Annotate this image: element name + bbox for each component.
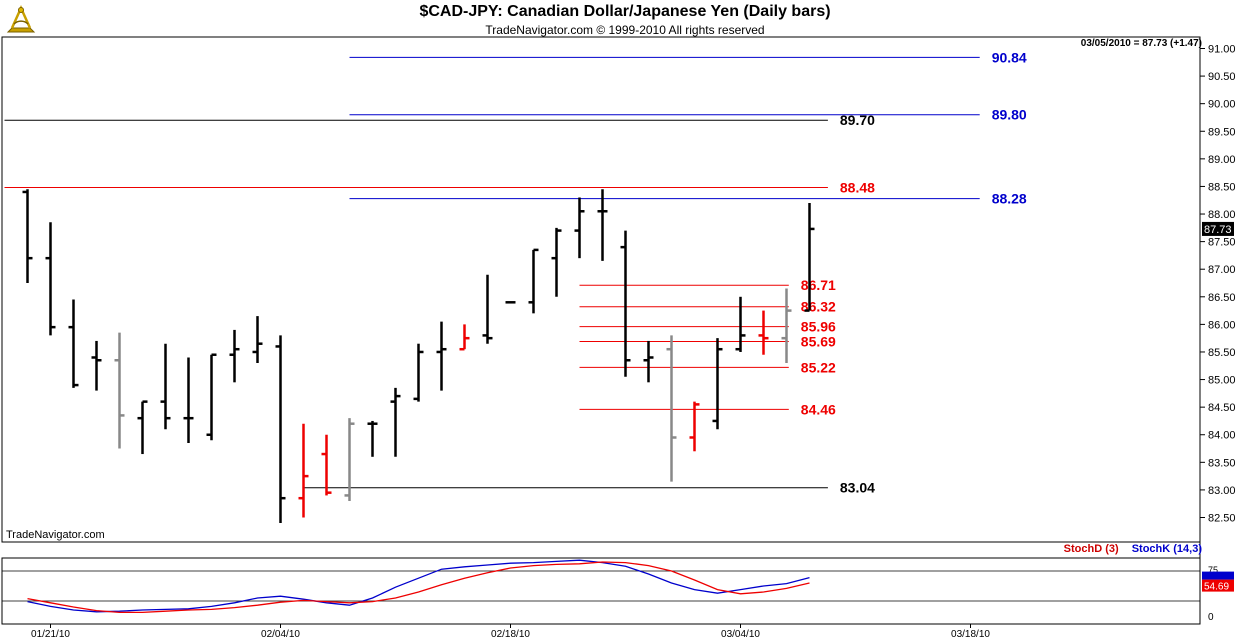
last-price-tag bbox=[1202, 221, 1234, 236]
level-label: 85.96 bbox=[801, 319, 836, 335]
y-tick-label: 87.50 bbox=[1208, 237, 1236, 249]
y-tick-label: 88.50 bbox=[1208, 181, 1236, 193]
x-tick-label: 03/18/10 bbox=[951, 629, 990, 640]
ohlc-bar bbox=[804, 202, 815, 312]
ohlc-bar bbox=[68, 299, 79, 388]
ohlc-bar bbox=[735, 296, 746, 352]
osc-zero-label: 0 bbox=[1208, 612, 1214, 623]
ohlc-bar bbox=[137, 400, 148, 455]
ohlc-bar bbox=[321, 434, 332, 496]
ohlc-bar bbox=[620, 230, 631, 377]
date-axis: 01/21/10 02/04/10 02/18/10 03/04/10 03/18/10 bbox=[2, 623, 1200, 640]
ohlc-bar bbox=[160, 343, 171, 430]
level-label: 88.28 bbox=[992, 191, 1027, 207]
ohlc-bar bbox=[758, 310, 769, 355]
last-quote: 03/05/2010 = 87.73 (+1.47) bbox=[1080, 38, 1202, 49]
ohlc-bar bbox=[91, 340, 102, 391]
ohlc-bar bbox=[666, 335, 677, 482]
y-tick-label: 82.50 bbox=[1208, 513, 1236, 525]
ohlc-bar bbox=[482, 274, 493, 344]
ohlc-bar bbox=[528, 248, 539, 314]
level-label: 86.71 bbox=[801, 277, 836, 293]
ohlc-bar bbox=[712, 338, 723, 430]
ohlc-bar bbox=[22, 189, 33, 283]
stochd-tag bbox=[1202, 579, 1234, 592]
ohlc-bar bbox=[597, 189, 608, 261]
ohlc-bar bbox=[206, 353, 217, 441]
stochd-line bbox=[27, 561, 810, 614]
ohlc-bar bbox=[229, 329, 240, 383]
ohlc-bar bbox=[781, 288, 792, 364]
y-tick-label: 88.00 bbox=[1208, 209, 1236, 221]
y-tick-label: 84.00 bbox=[1208, 430, 1236, 442]
last-price-label: 87.73 bbox=[1204, 224, 1232, 236]
y-tick-label: 87.00 bbox=[1208, 264, 1236, 276]
ohlc-bar bbox=[367, 420, 378, 457]
level-label: 90.84 bbox=[992, 49, 1027, 65]
ohlc-bar bbox=[252, 316, 263, 364]
x-tick-label: 01/21/10 bbox=[31, 629, 70, 640]
y-tick-label: 83.00 bbox=[1208, 485, 1236, 497]
stochastic-panel: 0 75 54.69 bbox=[2, 559, 1234, 623]
y-tick-label: 89.50 bbox=[1208, 126, 1236, 138]
oscillator-legend: StochD (3) StochK (14,3) bbox=[1064, 543, 1202, 555]
level-label: 88.48 bbox=[840, 180, 875, 196]
chart-subtitle: TradeNavigator.com © 1999-2010 All right… bbox=[485, 23, 765, 37]
level-label: 84.46 bbox=[801, 401, 836, 417]
ohlc-bar bbox=[390, 387, 401, 457]
price-axis: 82.50 83.00 83.50 84.00 84.50 85.00 85.50 86.00… bbox=[1200, 44, 1236, 525]
y-tick-label: 85.00 bbox=[1208, 375, 1236, 387]
y-tick-label: 83.50 bbox=[1208, 457, 1236, 469]
stoch-last-label: 54.69 bbox=[1204, 582, 1229, 593]
level-label: 85.69 bbox=[801, 333, 836, 349]
oscillator-panel-border bbox=[1, 557, 1201, 625]
osc-75-label: 75 bbox=[1208, 565, 1218, 575]
chart-frame bbox=[1, 36, 1201, 625]
ohlc-bar bbox=[459, 324, 470, 351]
ohlc-bar bbox=[344, 418, 355, 501]
ohlc-bar bbox=[436, 321, 447, 391]
ohlc-bar bbox=[298, 423, 309, 518]
y-tick-label: 89.00 bbox=[1208, 154, 1236, 166]
stochk-legend: StochK (14,3) bbox=[1131, 543, 1202, 555]
ohlc-bar bbox=[643, 340, 654, 383]
y-tick-label: 85.50 bbox=[1208, 347, 1236, 359]
ohlc-bar bbox=[183, 357, 194, 444]
x-tick-label: 02/18/10 bbox=[491, 629, 530, 640]
level-label: 83.04 bbox=[840, 480, 875, 496]
ohlc-bar bbox=[45, 222, 56, 336]
x-tick-label: 03/04/10 bbox=[721, 629, 760, 640]
stochk-tag bbox=[1202, 571, 1234, 580]
y-tick-label: 90.00 bbox=[1208, 99, 1236, 111]
chart-title: $CAD-JPY: Canadian Dollar/Japanese Yen (… bbox=[419, 3, 831, 20]
ohlc-bar bbox=[551, 227, 562, 297]
ohlc-bars bbox=[22, 189, 815, 524]
x-tick-label: 02/04/10 bbox=[261, 629, 300, 640]
ohlc-bar bbox=[413, 343, 424, 402]
ohlc-bar bbox=[689, 401, 700, 452]
y-tick-label: 86.50 bbox=[1208, 292, 1236, 304]
y-tick-label: 84.50 bbox=[1208, 402, 1236, 414]
sextant-icon bbox=[6, 4, 36, 33]
ohlc-bar bbox=[574, 197, 585, 259]
y-tick-label: 91.00 bbox=[1208, 44, 1236, 56]
ohlc-bar bbox=[114, 332, 125, 449]
ohlc-bar bbox=[275, 335, 286, 524]
level-label: 89.80 bbox=[992, 107, 1027, 123]
watermark: TradeNavigator.com bbox=[6, 529, 105, 541]
level-label: 86.32 bbox=[801, 299, 836, 315]
support-resistance-levels: 90.84 89.80 89.70 88.48 88.28 86.71 86.32 85.96… bbox=[4, 49, 1027, 496]
y-tick-label: 86.00 bbox=[1208, 319, 1236, 331]
level-label: 85.22 bbox=[801, 359, 836, 375]
level-label: 89.70 bbox=[840, 112, 875, 128]
stochd-legend: StochD (3) bbox=[1063, 543, 1119, 555]
y-tick-label: 90.50 bbox=[1208, 71, 1236, 83]
stochk-line bbox=[27, 559, 810, 613]
